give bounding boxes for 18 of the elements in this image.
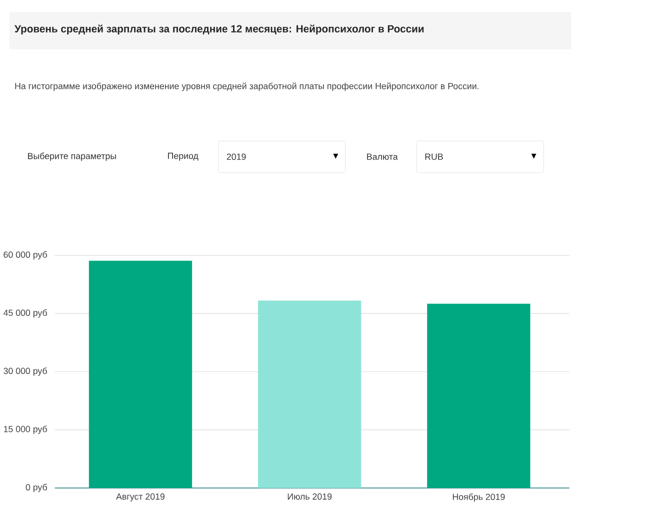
text: RUB <box>425 153 443 160</box>
y-tick-label: 30 000 руб <box>4 367 47 376</box>
bar <box>88 260 192 488</box>
y-tick-label: 15 000 руб <box>4 425 47 434</box>
text: 2019 <box>226 153 246 160</box>
y-tick-label: 45 000 руб <box>3 309 47 318</box>
text: Валюта <box>367 153 398 160</box>
bar <box>427 304 530 488</box>
x-tick-label: Ноябрь 2019 <box>452 493 505 502</box>
chart-subtitle: На гистограмме изображено изменение уровня средней заработной платы профессии Нейропсихолог в России. <box>15 82 478 91</box>
text: Период <box>168 152 198 161</box>
x-tick-label: Август 2019 <box>116 493 165 502</box>
y-tick-label: 0 руб <box>26 484 47 492</box>
y-tick-label: 60 000 руб <box>4 250 47 260</box>
bar <box>258 300 362 488</box>
text: Выберите параметры <box>28 152 116 161</box>
x-tick-label: Июль 2019 <box>288 493 332 500</box>
chart-title: Уровень средней зарплаты за последние 12 месяцев: Нейропсихолог в России <box>14 24 424 34</box>
